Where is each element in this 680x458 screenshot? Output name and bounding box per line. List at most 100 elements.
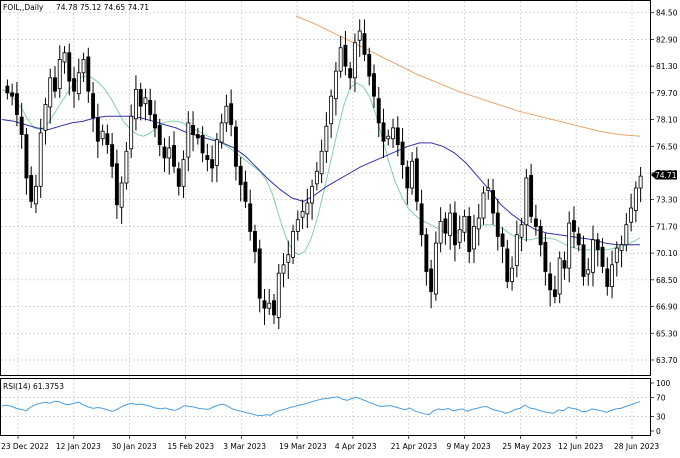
candle <box>214 132 219 183</box>
bull-candle-body <box>81 59 86 74</box>
candle <box>243 170 248 209</box>
candle <box>505 239 510 289</box>
candle <box>381 108 386 158</box>
candle <box>176 162 181 196</box>
bear-candle-body <box>381 122 386 142</box>
candle <box>514 220 519 278</box>
candle <box>114 149 119 219</box>
bear-candle-body <box>576 233 581 246</box>
x-tick-label: 12 Jan 2023 <box>56 442 101 451</box>
candle <box>372 64 376 108</box>
candle <box>272 294 276 325</box>
rsi-line <box>1 396 641 417</box>
rsi-tick-label: 100 <box>656 379 671 388</box>
candle <box>148 88 153 122</box>
bear-candle-body <box>29 175 34 202</box>
bull-candle-body <box>291 231 295 258</box>
candle <box>353 33 357 92</box>
rsi-panel-frame <box>0 378 651 436</box>
y-tick-label: 71.70 <box>656 222 678 231</box>
bull-candle-body <box>133 89 138 120</box>
bear-candle-body <box>491 190 495 214</box>
candle <box>614 241 619 277</box>
candle <box>538 219 543 257</box>
bear-candle-body <box>529 175 534 217</box>
bear-candle-body <box>72 78 76 92</box>
candle <box>457 215 462 249</box>
candle <box>310 179 315 220</box>
bull-candle-body <box>314 170 319 185</box>
bear-candle-body <box>262 300 267 309</box>
bull-candle-body <box>305 202 310 215</box>
candle <box>200 126 205 163</box>
candle <box>67 43 72 96</box>
candle <box>638 166 643 203</box>
candle <box>195 127 200 145</box>
bull-candle-body <box>119 182 124 208</box>
ma-fast-line <box>1 75 641 256</box>
candle <box>210 145 215 183</box>
candle <box>276 263 281 330</box>
candle <box>386 129 391 146</box>
bear-candle-body <box>243 181 248 202</box>
bear-candle-body <box>105 133 110 145</box>
bear-candle-body <box>153 114 157 129</box>
bear-candle-body <box>148 99 153 115</box>
bear-candle-body <box>424 234 429 272</box>
candle <box>591 225 595 287</box>
bear-candle-body <box>548 273 553 291</box>
candle <box>586 258 591 286</box>
bull-candle-body <box>357 30 362 41</box>
candle <box>181 150 186 199</box>
candle <box>248 189 253 241</box>
bear-candle-body <box>257 248 262 299</box>
candle <box>100 124 105 146</box>
bear-candle-body <box>53 77 57 92</box>
bear-candle-body <box>233 126 238 167</box>
bull-candle-body <box>214 139 219 166</box>
bull-candle-body <box>319 150 324 175</box>
bear-candle-body <box>572 220 576 232</box>
candle <box>467 207 472 264</box>
bull-candle-body <box>276 272 281 318</box>
candle <box>305 188 310 229</box>
bear-candle-body <box>253 231 257 252</box>
bull-candle-body <box>438 220 443 244</box>
bull-candle-body <box>100 130 105 140</box>
candle <box>495 198 500 251</box>
bull-candle-body <box>472 226 476 250</box>
candle <box>162 137 167 173</box>
y-tick-label: 82.90 <box>656 35 678 44</box>
candle <box>95 103 100 158</box>
candle <box>414 147 419 211</box>
bull-candle-body <box>614 247 619 263</box>
bull-candle-body <box>329 95 334 125</box>
candle <box>76 58 81 101</box>
x-tick-label: 4 Apr 2023 <box>335 442 377 451</box>
rsi-polyline <box>1 396 641 417</box>
candle <box>486 178 491 200</box>
bear-candle-body <box>367 54 372 77</box>
bear-candle-body <box>372 73 376 97</box>
x-tick-label: 25 May 2023 <box>502 442 551 451</box>
bull-candle-body <box>295 219 300 232</box>
x-tick-label: 21 Apr 2023 <box>391 442 438 451</box>
bull-candle-body <box>143 97 148 105</box>
bull-candle-body <box>57 59 62 90</box>
bear-candle-body <box>210 159 215 169</box>
rsi-tick-label: 30 <box>656 413 666 422</box>
candle <box>543 233 548 286</box>
candle <box>34 174 38 214</box>
bull-candle-body <box>167 147 172 159</box>
y-tick-label: 66.90 <box>656 303 678 312</box>
candle <box>443 212 448 245</box>
x-tick-label: 9 May 2023 <box>447 442 491 451</box>
candle <box>362 19 367 62</box>
bull-candle-body <box>586 269 591 275</box>
candle <box>405 160 410 205</box>
bear-candle-body <box>24 134 29 179</box>
bear-candle-body <box>505 248 510 282</box>
bear-candle-body <box>600 246 605 267</box>
